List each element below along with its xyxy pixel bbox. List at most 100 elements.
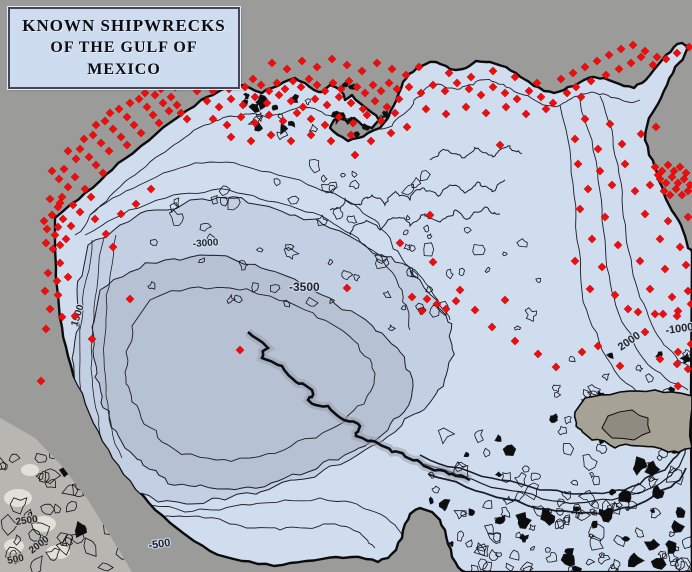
shipwreck-marker	[154, 118, 164, 128]
shipwreck-marker	[585, 284, 595, 294]
shipwreck-marker	[326, 136, 336, 146]
shipwreck-marker	[41, 324, 51, 334]
shipwreck-marker	[55, 240, 65, 250]
shipwreck-marker	[41, 238, 51, 248]
shipwreck-marker	[392, 84, 402, 94]
shipwreck-marker	[125, 294, 135, 304]
shipwreck-marker	[346, 98, 356, 108]
shipwreck-marker	[570, 134, 580, 144]
cuba-land	[573, 389, 692, 454]
shipwreck-marker	[586, 76, 596, 86]
shipwreck-marker	[663, 216, 673, 226]
shipwreck-marker	[512, 94, 522, 104]
shipwreck-marker	[131, 199, 141, 209]
shipwreck-marker	[105, 108, 115, 118]
shipwreck-marker	[63, 146, 73, 156]
shipwreck-marker	[601, 70, 611, 80]
shipwreck-marker	[57, 312, 67, 322]
contour-label: -3500	[289, 280, 320, 294]
shipwreck-marker	[600, 212, 610, 222]
shipwreck-marker	[134, 94, 144, 104]
shipwreck-marker	[562, 88, 572, 98]
shipwreck-marker	[626, 58, 636, 68]
shipwreck-marker	[90, 214, 100, 224]
shipwreck-marker	[640, 327, 650, 337]
shipwreck-marker	[88, 130, 98, 140]
shipwreck-marker	[344, 76, 354, 86]
shipwreck-marker	[142, 102, 152, 112]
shipwreck-marker	[650, 309, 660, 319]
shipwreck-marker	[304, 74, 314, 84]
shipwreck-marker	[402, 122, 412, 132]
shipwreck-marker	[368, 80, 378, 90]
shipwreck-marker	[616, 44, 626, 54]
shipwreck-marker	[47, 210, 57, 220]
shipwreck-marker	[182, 114, 192, 124]
shipwreck-marker	[655, 354, 665, 364]
shipwreck-marker	[55, 198, 65, 208]
shipwreck-marker	[614, 64, 624, 74]
shipwreck-marker	[101, 229, 111, 239]
shipwreck-marker	[136, 128, 146, 138]
shipwreck-marker	[395, 238, 405, 248]
shipwreck-marker	[61, 234, 71, 244]
shipwreck-marker	[376, 116, 386, 126]
shipwreck-marker	[100, 116, 110, 126]
shipwreck-marker	[510, 336, 520, 346]
shipwreck-marker	[122, 140, 132, 150]
shipwreck-marker	[675, 242, 685, 252]
shipwreck-marker	[79, 134, 89, 144]
shipwreck-marker	[357, 66, 367, 76]
shipwreck-marker	[495, 140, 505, 150]
shipwreck-marker	[583, 184, 593, 194]
shipwreck-marker	[667, 292, 677, 302]
shipwreck-marker	[576, 92, 586, 102]
shipwreck-marker	[58, 214, 68, 224]
shipwreck-marker	[36, 376, 46, 386]
shipwreck-marker	[481, 108, 491, 118]
shipwreck-marker	[681, 260, 691, 270]
shipwreck-marker	[75, 207, 85, 217]
shipwreck-marker	[342, 60, 352, 70]
shipwreck-marker	[98, 168, 108, 178]
shipwreck-marker	[686, 339, 692, 349]
shipwreck-marker	[208, 86, 218, 96]
shipwreck-marker	[488, 66, 498, 76]
shipwreck-marker	[87, 334, 97, 344]
shipwreck-marker	[214, 102, 224, 112]
shipwreck-marker	[501, 102, 511, 112]
shipwreck-marker	[322, 100, 332, 110]
shipwreck-marker	[660, 264, 670, 274]
shipwreck-marker	[45, 304, 55, 314]
shipwreck-marker	[673, 381, 683, 391]
shipwreck-marker	[401, 70, 411, 80]
shipwreck-marker	[248, 74, 258, 84]
contour-label: 2500	[15, 514, 39, 528]
shipwreck-marker	[661, 178, 671, 188]
shipwreck-marker	[382, 102, 392, 112]
shipwreck-marker	[593, 341, 603, 351]
shipwreck-marker	[312, 80, 322, 90]
shipwreck-marker	[166, 92, 176, 102]
contour-label: 500	[6, 553, 25, 567]
shipwreck-marker	[673, 347, 683, 357]
shipwreck-marker	[108, 242, 118, 252]
shipwreck-marker	[428, 80, 438, 90]
shipwreck-marker	[282, 64, 292, 74]
shipwreck-marker	[114, 104, 124, 114]
shipwreck-marker	[376, 86, 386, 96]
shipwreck-marker	[440, 86, 450, 96]
shipwreck-marker	[50, 230, 60, 240]
shipwreck-marker	[286, 96, 296, 106]
shipwreck-marker	[80, 184, 90, 194]
shipwreck-marker	[84, 152, 94, 162]
shipwreck-marker	[536, 92, 546, 102]
shipwreck-marker	[125, 98, 135, 108]
shipwreck-marker	[633, 307, 643, 317]
shipwreck-marker	[310, 94, 320, 104]
shipwreck-marker	[350, 150, 360, 160]
map-title-line1: KNOWN SHIPWRECKS	[22, 16, 226, 35]
shipwreck-marker	[192, 86, 202, 96]
shipwreck-marker	[580, 114, 590, 124]
